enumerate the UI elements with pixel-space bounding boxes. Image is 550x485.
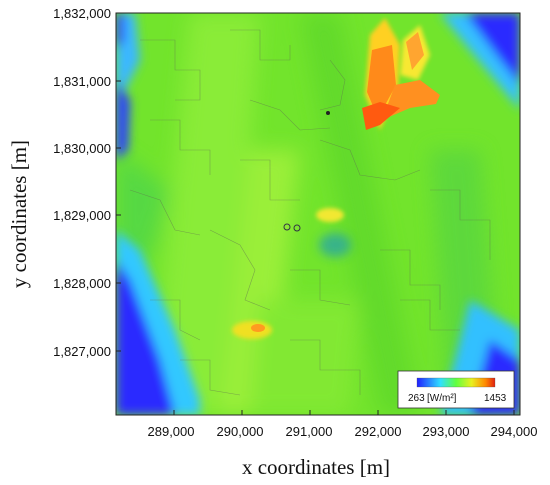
high-radiation-ridge [362, 18, 440, 130]
colorbar-gradient [416, 377, 496, 388]
colorbar-max-label: 1453 [484, 393, 507, 404]
low-radiation-left [116, 13, 200, 415]
colorbar-unit-label: [W/m²] [427, 393, 457, 404]
contour-lines [129, 29, 491, 396]
x-tick-label: 293,000 [423, 424, 470, 439]
marker-point [293, 224, 301, 232]
y-axis-title: y coordinates [m] [7, 140, 31, 288]
marker-point [283, 223, 291, 231]
x-tick-label: 290,000 [217, 424, 264, 439]
shadow-patch-center [319, 233, 351, 257]
x-tick-label: 294,000 [491, 424, 538, 439]
hotspot-center [316, 208, 344, 222]
y-tick-label: 1,829,000 [53, 208, 111, 223]
y-tick-label: 1,831,000 [53, 74, 111, 89]
y-axis: 1,832,000 1,831,000 1,830,000 1,829,000 … [53, 6, 121, 359]
x-tick-label: 289,000 [148, 424, 195, 439]
colorbar-box [397, 370, 515, 409]
y-tick-label: 1,830,000 [53, 141, 111, 156]
y-tick-label: 1,827,000 [53, 344, 111, 359]
terrain-bands [116, 13, 500, 415]
x-tick-label: 291,000 [286, 424, 333, 439]
y-tick-label: 1,828,000 [53, 276, 111, 291]
hotspot-lower-left [232, 321, 272, 339]
x-tick-label: 292,000 [355, 424, 402, 439]
colorbar-min-label: 263 [408, 393, 425, 404]
colorbar-legend: 263 [W/m²] 1453 [397, 370, 515, 409]
low-radiation-top-right [440, 13, 520, 110]
x-axis: 289,000 290,000 291,000 292,000 293,000 … [148, 410, 538, 439]
y-tick-label: 1,832,000 [53, 6, 111, 21]
plot-frame [115, 12, 521, 416]
marker-point [326, 111, 330, 115]
map-raster [116, 13, 520, 415]
x-axis-title: x coordinates [m] [242, 455, 390, 479]
